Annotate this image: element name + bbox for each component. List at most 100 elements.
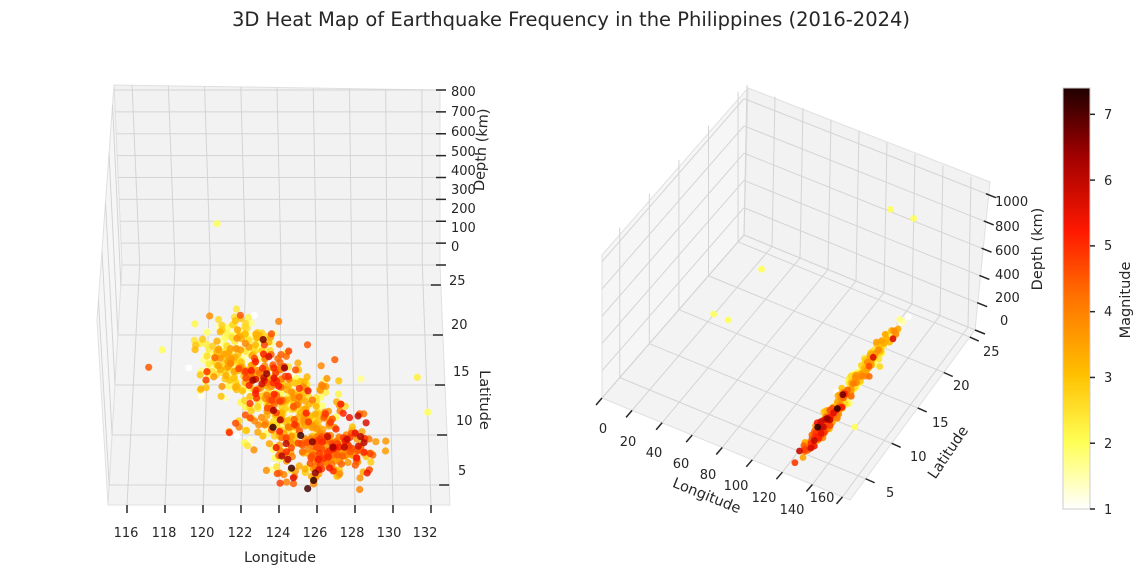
right-grid-line [619, 377, 866, 480]
left-point [321, 410, 330, 418]
right-grid-line [649, 343, 892, 444]
right-x-tick: 140 [780, 503, 805, 518]
left-point [236, 311, 244, 319]
left-point [216, 328, 224, 336]
left-z-tick-labels: 0 100 200 300 400 500 600 700 800 [451, 85, 476, 255]
right-x-tick: 100 [724, 479, 749, 494]
colorbar-tick: 6 [1104, 174, 1112, 189]
right-point [869, 353, 877, 361]
left-point [367, 458, 375, 466]
left-point [231, 317, 240, 325]
right-y-tick: 15 [932, 416, 949, 431]
left-point [324, 433, 332, 441]
right-z-tick: 1000 [995, 195, 1028, 210]
right-z-tickmark [974, 329, 986, 335]
left-point [272, 444, 280, 452]
left-z-axis-label: Depth (km) [472, 108, 492, 191]
left-point [311, 410, 319, 418]
left-x-tick: 126 [303, 526, 328, 541]
right-x-tickmark [835, 496, 844, 505]
left-grid-line [97, 300, 110, 486]
left-point [216, 354, 224, 362]
left-grid-line [112, 104, 122, 286]
right-z-tickmark [983, 220, 995, 226]
left-point [287, 388, 296, 396]
left-point [196, 371, 204, 379]
left-point [145, 363, 153, 371]
left-y-tick: 5 [458, 464, 466, 479]
left-point [214, 346, 223, 354]
left-point [233, 334, 241, 342]
left-point [262, 466, 270, 474]
right-3d-axes: 0 20 40 60 80 100 120 140 160 Longitude … [595, 84, 1046, 518]
right-y-axis-label: Latitude [925, 423, 972, 481]
left-point [336, 470, 344, 478]
right-grid-line [812, 315, 941, 485]
left-point [270, 374, 278, 382]
left-point [323, 374, 331, 383]
right-point [799, 454, 807, 461]
left-point [324, 453, 332, 461]
left-point [263, 404, 271, 412]
left-point [202, 376, 210, 384]
right-grid-line [883, 142, 888, 293]
right-point [817, 429, 825, 437]
left-scatter-points [145, 220, 432, 494]
left-point [303, 341, 312, 349]
left-point [333, 451, 342, 459]
left-y-tick: 15 [453, 365, 470, 380]
left-point [304, 485, 312, 493]
left-point [360, 439, 368, 447]
left-point [382, 437, 390, 445]
left-point [259, 432, 267, 440]
right-point [834, 405, 841, 412]
right-point [820, 423, 827, 431]
left-x-axis-label: Longitude [244, 550, 316, 566]
right-point [852, 374, 859, 382]
left-point [269, 406, 278, 414]
left-point [298, 448, 306, 456]
right-z-tickmark [985, 192, 997, 199]
right-z-tick: 800 [995, 220, 1020, 235]
right-y-tickmark [917, 407, 928, 413]
right-x-tickmark [775, 471, 783, 480]
right-gridlines [601, 84, 987, 498]
left-point [284, 423, 292, 431]
left-point [290, 394, 298, 402]
left-point [295, 393, 303, 401]
right-x-tickmark [715, 446, 723, 455]
right-z-axis-label: Depth (km) [1030, 208, 1046, 291]
colorbar-tick: 4 [1104, 305, 1112, 320]
left-x-tick: 130 [377, 526, 402, 541]
left-y-tick: 20 [451, 318, 468, 333]
right-x-tickmark [685, 434, 693, 443]
colorbar-label: Magnitude [1118, 262, 1134, 339]
left-point [246, 414, 254, 422]
left-point [363, 469, 371, 477]
right-x-tick: 20 [620, 435, 637, 450]
left-point [254, 402, 262, 411]
right-point [881, 331, 889, 338]
left-point [232, 305, 240, 313]
left-point [158, 346, 166, 354]
left-point [337, 460, 346, 468]
right-y-tickmark [943, 371, 954, 378]
right-y-tick: 10 [910, 450, 927, 465]
left-point [354, 412, 362, 420]
right-grid-line [827, 119, 832, 270]
right-point [896, 316, 904, 323]
left-point [285, 347, 293, 355]
left-point [351, 429, 359, 437]
left-point [218, 382, 226, 391]
right-point [807, 444, 815, 452]
right-grid-line [743, 152, 982, 249]
colorbar-tick-marks [1090, 113, 1095, 510]
left-point [276, 479, 284, 487]
left-point [297, 431, 305, 440]
right-grid-line [743, 207, 978, 304]
left-point [301, 465, 309, 473]
right-x-tick-labels: 0 20 40 60 80 100 120 140 160 [599, 422, 835, 518]
right-grid-line [661, 257, 801, 424]
left-point [235, 365, 243, 373]
left-point [185, 364, 193, 372]
